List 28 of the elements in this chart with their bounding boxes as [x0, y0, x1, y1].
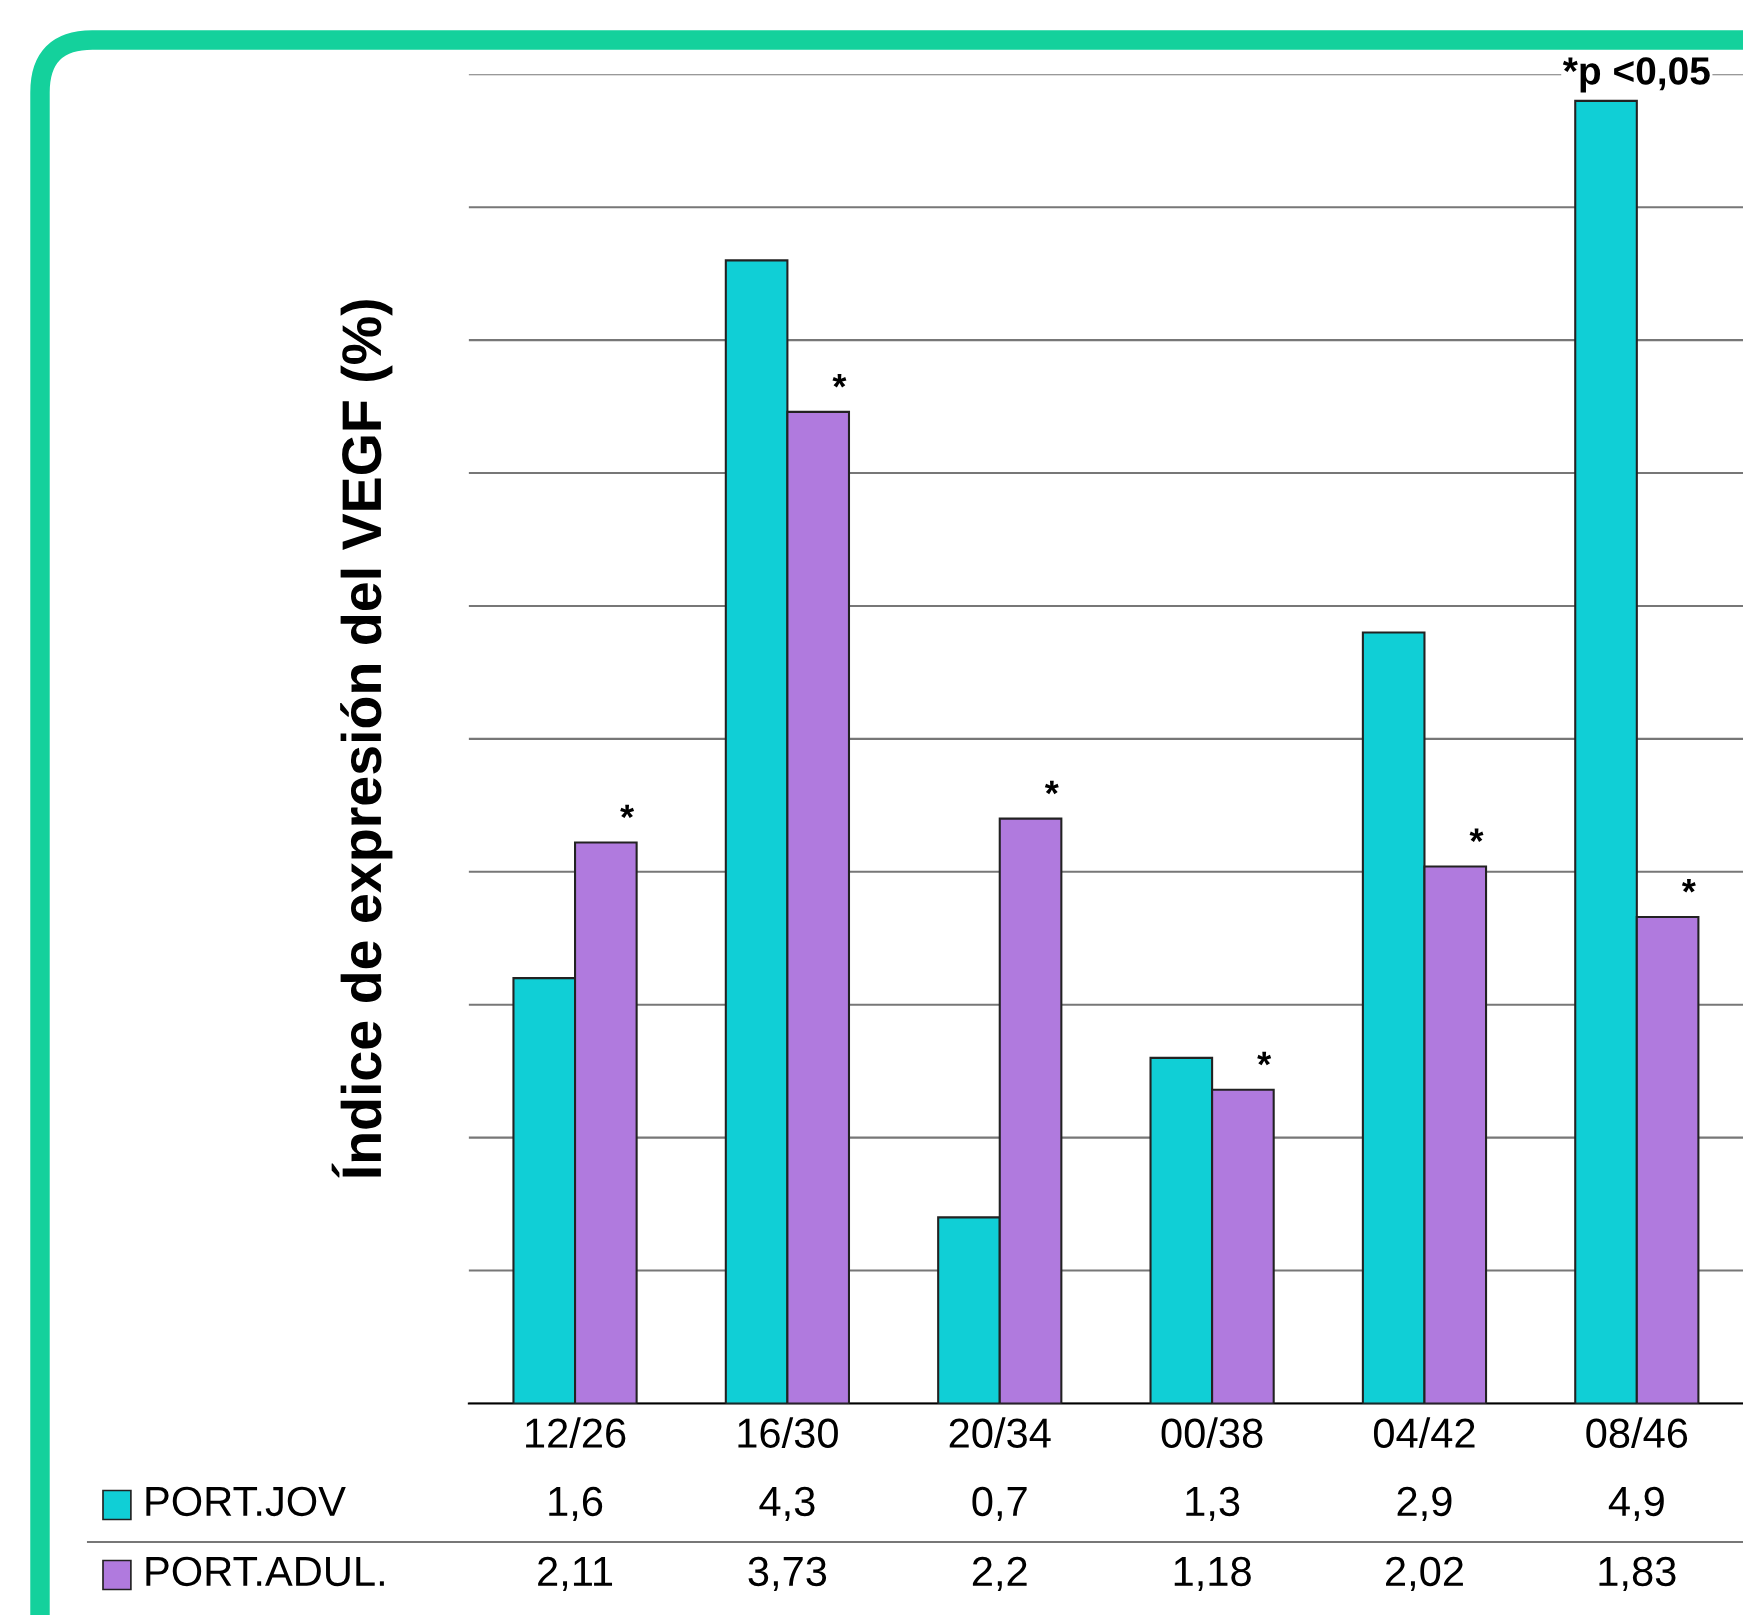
data-label: 1,3 [1186, 1486, 1240, 1522]
x-tick-label: 08/46 [1586, 1417, 1688, 1448]
annotation: * [620, 804, 635, 819]
data-label: 1,83 [1599, 1556, 1676, 1592]
data-label: 2,02 [1386, 1556, 1463, 1592]
y-axis-title: Índice de expresión del VEGF (%) [331, 300, 393, 1178]
annotation: * [832, 374, 847, 388]
data-label: 2,9 [1397, 1486, 1452, 1522]
data-label: 1,6 [549, 1486, 603, 1522]
annotation: * [1257, 1051, 1272, 1066]
data-label: 1,18 [1174, 1556, 1251, 1592]
data-label: 0,7 [972, 1486, 1027, 1522]
x-tick-label: 00/38 [1161, 1417, 1263, 1448]
annotation: * [1681, 879, 1696, 893]
x-tick-label: 16/30 [738, 1417, 838, 1448]
x-tick-label: 04/42 [1373, 1417, 1475, 1448]
data-label: 4,9 [1608, 1486, 1664, 1522]
legend-label: PORT.ADUL. [146, 1556, 384, 1587]
data-label: 3,73 [748, 1556, 827, 1592]
legend-label: PORT.JOV [146, 1486, 346, 1517]
data-label: 2,11 [538, 1556, 613, 1592]
annotation: * [1044, 780, 1059, 795]
annotation: * [1469, 828, 1484, 842]
data-label: 4,3 [759, 1486, 815, 1522]
x-tick-label: 12/26 [526, 1417, 626, 1448]
annotation: *p <0,05 [1562, 57, 1710, 93]
data-label: 2,2 [972, 1556, 1027, 1592]
x-tick-label: 20/34 [949, 1417, 1051, 1448]
